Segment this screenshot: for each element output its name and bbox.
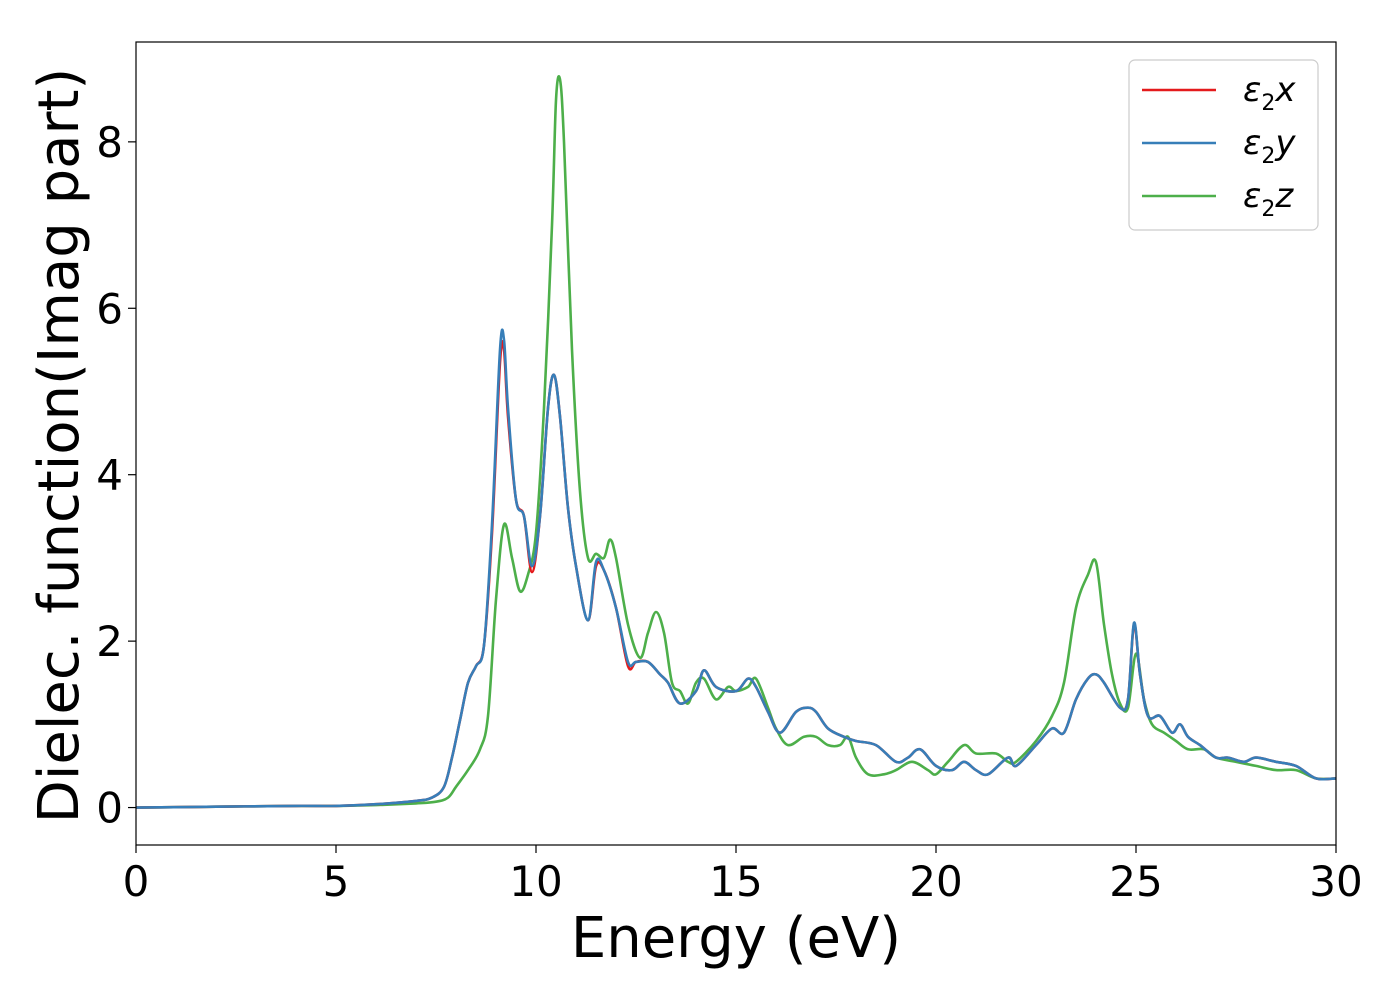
series-line-y <box>136 328 1336 809</box>
legend-entry-x: ε2x <box>1243 70 1296 116</box>
x-tick-label: 20 <box>909 857 962 906</box>
x-tick-label: 30 <box>1309 857 1362 906</box>
y-axis-label: Dielec. function(Imag part) <box>27 68 92 824</box>
x-tick-label: 5 <box>323 857 350 906</box>
y-tick-label: 8 <box>96 118 123 167</box>
series-line-z <box>136 75 1336 809</box>
legend-entry-z: ε2z <box>1243 176 1294 222</box>
legend-box <box>1128 59 1319 231</box>
x-tick-label: 15 <box>709 857 762 906</box>
legend-entry-y: ε2y <box>1243 123 1296 169</box>
legend: ε2x ε2y ε2z <box>1128 59 1319 231</box>
x-axis-label: Energy (eV) <box>571 906 901 971</box>
y-tick-label: 4 <box>96 451 123 500</box>
x-tick-label: 10 <box>509 857 562 906</box>
y-tick-label: 2 <box>96 617 123 666</box>
y-tick-label: 0 <box>96 784 123 833</box>
y-tick-label: 6 <box>96 284 123 333</box>
series-line-x <box>136 340 1336 809</box>
plot-area <box>136 75 1336 809</box>
x-tick-label: 25 <box>1109 857 1162 906</box>
x-tick-label: 0 <box>123 857 150 906</box>
axes: 0 5 10 15 20 25 30 0 2 4 6 8 <box>96 41 1363 906</box>
